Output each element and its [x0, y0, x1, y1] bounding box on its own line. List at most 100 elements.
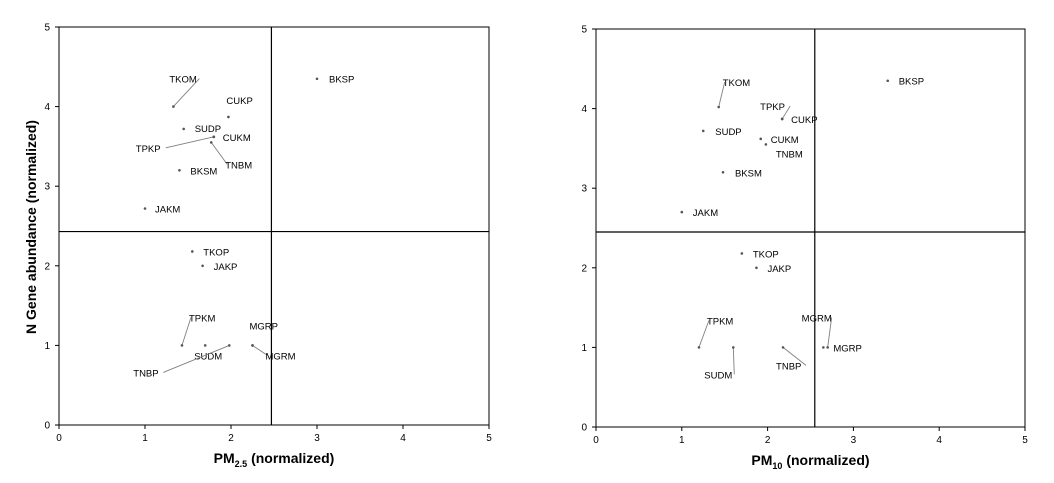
y-tick-label: 2: [581, 263, 587, 274]
leader-line: [252, 345, 268, 356]
leader-line: [781, 105, 791, 120]
point-label: SUDP: [715, 127, 741, 138]
point-label: TNBP: [133, 368, 158, 379]
leader-line: [732, 347, 735, 375]
point-tnbp: [781, 346, 785, 349]
point-tkop: [191, 250, 194, 253]
point-tpkm: [697, 346, 701, 349]
plot-frame: [58, 26, 490, 426]
point-label: TPKP: [136, 144, 161, 155]
leader-line: [782, 347, 807, 366]
leader-line: [827, 317, 833, 348]
x-axis-title: PM2.5 (normalized): [214, 450, 335, 469]
x-tick-label: 1: [679, 435, 685, 446]
point-label: BKSP: [329, 75, 354, 86]
point-label: TKOP: [203, 247, 229, 258]
x-axis-title-tail: (normalized): [782, 452, 869, 468]
x-tick-label: 3: [851, 435, 857, 446]
point-label: TKOM: [169, 75, 197, 86]
leader-line: [698, 320, 710, 348]
y-tick-label: 1: [581, 343, 587, 354]
x-axis-title: PM10 (normalized): [751, 452, 869, 471]
point-sudp: [701, 129, 705, 133]
point-tpkm: [180, 344, 184, 347]
x-tick-label: 0: [593, 435, 599, 446]
leader-line: [173, 78, 200, 107]
point-label: CUKP: [791, 115, 817, 126]
point-label: JAKP: [767, 264, 791, 275]
point-tnbm: [209, 141, 213, 144]
y-tick-label: 4: [581, 104, 587, 115]
right-scatter-panel: 0 1 2 3 4 5 0 1 2 3 4 5 BKSP TKOM CUKP TPKP SUDP CUKM TNBM…: [581, 25, 1028, 472]
point-tkom: [717, 105, 720, 109]
point-label: JAKP: [214, 262, 238, 273]
point-sudm: [203, 344, 207, 347]
leader-line: [718, 81, 726, 108]
x-tick-label: 3: [314, 433, 320, 444]
point-label: SUDM: [194, 351, 222, 362]
x-tick-label: 4: [936, 435, 942, 446]
point-label: CUKM: [771, 135, 799, 146]
point-cukm: [759, 137, 763, 141]
x-tick-label: 5: [1022, 435, 1028, 446]
point-label: BKSM: [735, 168, 762, 179]
point-label: CUKP: [226, 96, 252, 107]
y-tick-label: 5: [581, 25, 587, 36]
point-sudp: [182, 127, 185, 131]
y-tick-label: 3: [44, 182, 50, 193]
x-tick-label: 4: [400, 433, 406, 444]
point-bksm: [721, 170, 725, 174]
point-bksm: [178, 168, 181, 172]
point-jakm: [680, 210, 684, 214]
point-label: TNBM: [225, 160, 252, 171]
x-axis-title-tail: (normalized): [247, 450, 334, 466]
x-tick-label: 2: [228, 433, 234, 444]
y-axis-title: N Gene abundance (normalized): [23, 120, 39, 334]
point-mgrm: [826, 346, 829, 349]
point-label: TNBP: [776, 361, 801, 372]
leader-line: [210, 142, 228, 165]
point-cukp: [227, 115, 230, 119]
point-tnbm: [764, 143, 768, 146]
point-tpkp: [212, 135, 216, 139]
y-tick-label: 1: [44, 341, 50, 352]
point-tkom: [172, 105, 175, 108]
x-axis-title-main: PM: [214, 450, 235, 466]
point-label: TKOM: [723, 78, 751, 89]
point-label: SUDM: [704, 370, 732, 381]
point-label: MGRP: [250, 321, 279, 332]
point-label: TKOP: [753, 249, 779, 260]
point-label: TPKP: [760, 102, 785, 113]
point-label: MGRM: [266, 351, 296, 362]
point-label: CUKM: [223, 133, 251, 144]
point-tpkp: [780, 117, 784, 121]
point-bksp: [315, 77, 319, 81]
point-sudm: [731, 346, 735, 349]
plot-frame: [595, 28, 1026, 428]
x-tick-label: 5: [486, 433, 492, 444]
leader-line: [165, 136, 214, 149]
y-tick-label: 2: [44, 261, 50, 272]
point-label: JAKM: [693, 208, 718, 219]
y-tick-label: 0: [44, 421, 50, 432]
point-label: MGRM: [802, 313, 832, 324]
x-axis-title-main: PM: [751, 452, 772, 468]
point-jakp: [755, 266, 758, 270]
point-label: BKSP: [899, 77, 924, 88]
point-jakm: [143, 207, 147, 210]
point-mgrm: [251, 344, 254, 347]
point-label: TNBM: [776, 149, 803, 160]
point-mgrp: [822, 346, 825, 349]
y-tick-label: 0: [581, 423, 587, 434]
x-tick-label: 2: [765, 435, 771, 446]
y-tick-label: 5: [44, 23, 50, 34]
point-label: TPKM: [707, 316, 733, 327]
y-tick-label: 4: [44, 102, 50, 113]
x-tick-label: 0: [56, 433, 62, 444]
point-bksp: [886, 79, 890, 83]
y-tick-label: 3: [581, 184, 587, 195]
point-label: TPKM: [189, 313, 215, 324]
point-tnbp: [227, 344, 231, 347]
